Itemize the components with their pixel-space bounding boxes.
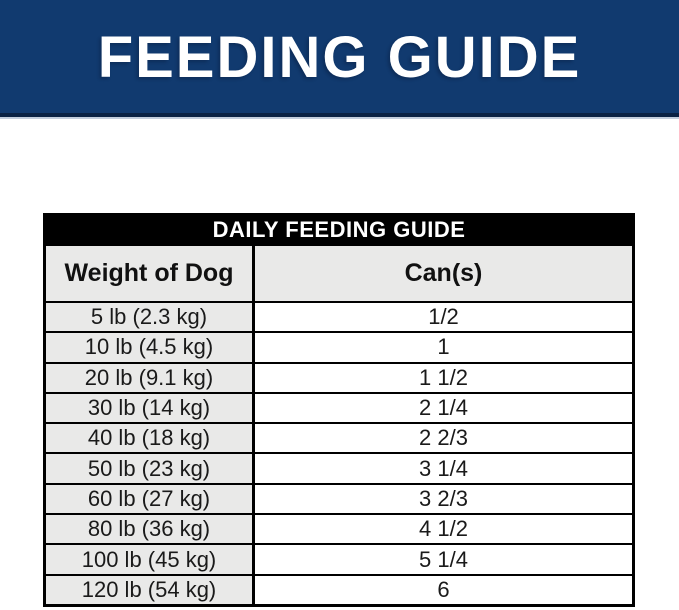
cans-cell: 3 2/3 [253, 482, 632, 515]
daily-feeding-guide-table: DAILY FEEDING GUIDE Weight of Dog Can(s)… [43, 213, 635, 607]
page-title: FEEDING GUIDE [97, 25, 582, 90]
table-row: 10 lb (4.5 kg) 1 [46, 331, 632, 363]
cans-cell: 1 1/2 [253, 361, 632, 393]
cans-cell: 1 [253, 331, 632, 363]
column-header-cans: Can(s) [253, 244, 632, 302]
weight-cell: 30 lb (14 kg) [46, 391, 255, 424]
table-row: 5 lb (2.3 kg) 1/2 [46, 300, 632, 333]
cans-cell: 2 2/3 [253, 422, 632, 454]
cans-cell: 3 1/4 [253, 452, 632, 484]
table-row: 80 lb (36 kg) 4 1/2 [46, 513, 632, 545]
table-row: 40 lb (18 kg) 2 2/3 [46, 422, 632, 454]
table-row: 50 lb (23 kg) 3 1/4 [46, 452, 632, 484]
cans-cell: 2 1/4 [253, 391, 632, 424]
table-title: DAILY FEEDING GUIDE [212, 217, 466, 242]
cans-cell: 5 1/4 [253, 543, 632, 575]
cans-cell: 4 1/2 [253, 513, 632, 545]
table-row: 100 lb (45 kg) 5 1/4 [46, 543, 632, 575]
weight-cell: 80 lb (36 kg) [46, 513, 255, 545]
weight-cell: 5 lb (2.3 kg) [46, 300, 255, 333]
cans-cell: 1/2 [253, 300, 632, 333]
table-row: 60 lb (27 kg) 3 2/3 [46, 482, 632, 515]
column-header-row: Weight of Dog Can(s) [46, 244, 632, 302]
banner-bottom-edge [0, 117, 679, 119]
weight-cell: 100 lb (45 kg) [46, 543, 255, 575]
cans-cell: 6 [253, 573, 632, 604]
table-row: 30 lb (14 kg) 2 1/4 [46, 391, 632, 424]
table-row: 120 lb (54 kg) 6 [46, 573, 632, 604]
column-header-weight: Weight of Dog [46, 244, 255, 302]
feeding-table-body: 5 lb (2.3 kg) 1/2 10 lb (4.5 kg) 1 20 lb (9.… [46, 300, 632, 604]
feeding-table: Weight of Dog Can(s) 5 lb (2.3 kg) 1/2 10 … [46, 244, 632, 604]
weight-cell: 60 lb (27 kg) [46, 482, 255, 515]
weight-cell: 120 lb (54 kg) [46, 573, 255, 604]
weight-cell: 20 lb (9.1 kg) [46, 361, 255, 393]
table-row: 20 lb (9.1 kg) 1 1/2 [46, 361, 632, 393]
feeding-guide-banner: FEEDING GUIDE [0, 0, 679, 117]
weight-cell: 50 lb (23 kg) [46, 452, 255, 484]
table-title-bar: DAILY FEEDING GUIDE [46, 216, 632, 244]
weight-cell: 10 lb (4.5 kg) [46, 331, 255, 363]
weight-cell: 40 lb (18 kg) [46, 422, 255, 454]
